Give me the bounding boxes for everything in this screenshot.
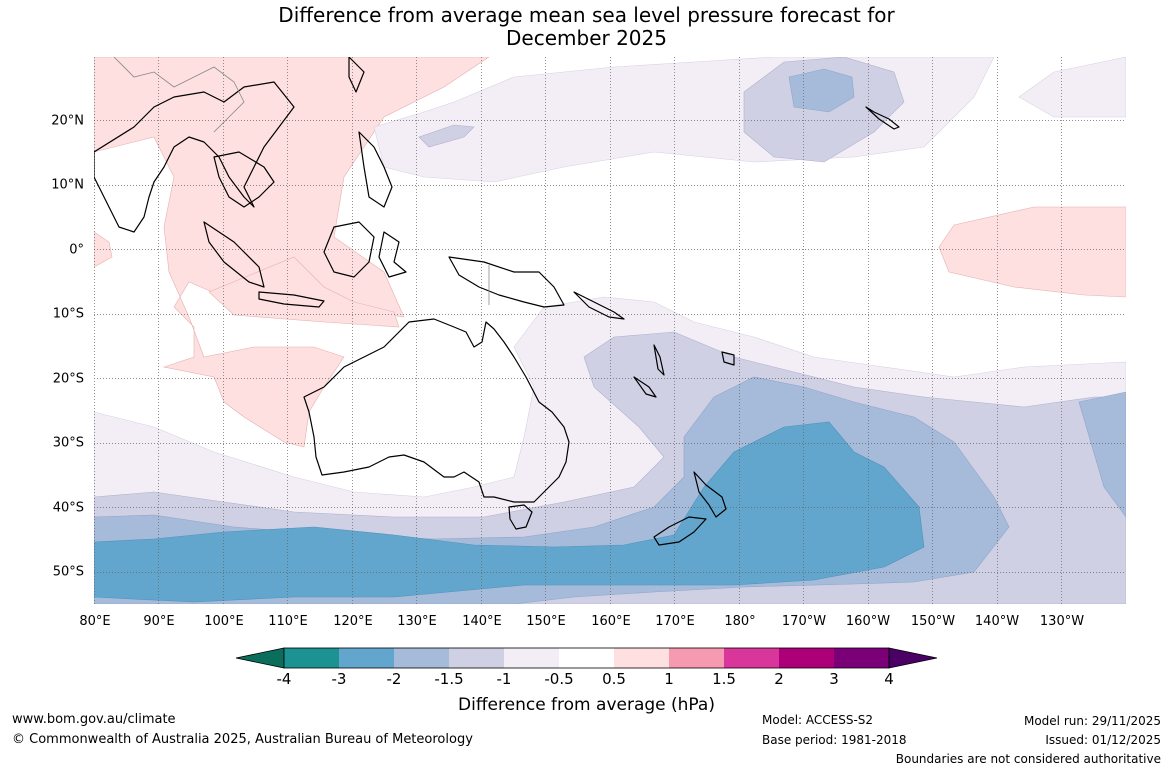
new-caledonia-coast (633, 376, 657, 398)
lon-label: 160°E (591, 614, 631, 629)
disclaimer-text: Boundaries are not considered authoritat… (895, 752, 1161, 766)
colorbar-tick: 0.5 (602, 670, 626, 688)
indochina-coast (213, 151, 275, 208)
far-north-east-weak-negative (1018, 57, 1126, 118)
lat-label: 10°S (52, 306, 84, 322)
title-line-2: December 2025 (506, 26, 667, 50)
negative-2-areas (94, 421, 925, 603)
lat-label: 0° (69, 242, 84, 258)
colorbar-tick: 1 (664, 670, 674, 688)
north-pacific-weak-negative (373, 57, 995, 183)
coastlines (94, 57, 900, 546)
colorbar-title: Difference from average (hPa) (458, 695, 715, 715)
political-borders (113, 57, 490, 305)
colorbar-tick: 1.5 (712, 670, 736, 688)
philippines-coast (358, 131, 393, 208)
colorbar-segment (449, 648, 504, 668)
hawaii-coast (865, 106, 900, 130)
colorbar-tick: -1 (496, 670, 512, 688)
lon-label: 80°E (79, 614, 111, 629)
lon-label: 140°W (974, 614, 1020, 629)
lat-label: 30°S (52, 435, 84, 451)
borneo-coast (323, 221, 375, 278)
colorbar-segment (504, 648, 559, 668)
colorbar-segment (614, 648, 669, 668)
lon-label: 170°E (655, 614, 695, 629)
lon-label: 150°W (910, 614, 956, 629)
lon-label: 130°W (1039, 614, 1085, 629)
graticule (94, 57, 1126, 604)
copyright-text: © Commonwealth of Australia 2025, Austra… (12, 732, 473, 747)
se-asia-positive-region (94, 57, 490, 448)
maritime-positive-region (208, 256, 400, 328)
lon-label: 100°E (204, 614, 244, 629)
colorbar-tick: -2 (386, 670, 402, 688)
lon-label: 170°W (781, 614, 827, 629)
colorbar-tick: 2 (774, 670, 784, 688)
positive-anomaly-areas (94, 57, 1126, 604)
colorbar-tick: 3 (829, 670, 839, 688)
map-svg (94, 57, 1126, 604)
lon-label: 180° (724, 614, 756, 629)
colorbar-segment (779, 648, 834, 668)
colorbar-segment (559, 648, 614, 668)
lat-label: 40°S (52, 500, 84, 516)
title-line-1: Difference from average mean sea level p… (278, 3, 895, 27)
new-zealand-south (653, 516, 707, 546)
map-title: Difference from average mean sea level p… (0, 4, 1173, 50)
vanuatu-coast (653, 344, 665, 376)
colorbar-tick: 4 (884, 670, 894, 688)
colorbar-tick: -3 (331, 670, 347, 688)
colorbar-outline (283, 647, 890, 669)
colorbar-right-extension (888, 647, 938, 669)
issued-text: Issued: 01/12/2025 (1045, 733, 1161, 747)
north-pacific-negative-1-5 (788, 68, 855, 113)
tasmania-coast (508, 504, 533, 530)
lon-label: 130°E (397, 614, 437, 629)
east-pacific-positive-region (938, 206, 1126, 298)
colorbar-left-extension (235, 647, 285, 669)
lat-label: 20°N (51, 113, 84, 129)
lon-label: 150°E (526, 614, 566, 629)
new-guinea-coast (448, 256, 565, 308)
colorbar-tick: -1.5 (434, 670, 464, 688)
pressure-anomaly-map (94, 57, 1126, 604)
lat-label: 20°S (52, 371, 84, 387)
lon-label: 110°E (268, 614, 308, 629)
base-period-text: Base period: 1981-2018 (762, 733, 907, 747)
new-zealand-north (693, 471, 727, 518)
java-coast (258, 291, 325, 308)
model-text: Model: ACCESS-S2 (762, 713, 874, 727)
colorbar-tick: -4 (276, 670, 292, 688)
lon-label: 160°W (845, 614, 891, 629)
colorbar-tick: -0.5 (544, 670, 574, 688)
australia-coast (303, 318, 570, 503)
website-text: www.bom.gov.au/climate (12, 712, 176, 727)
lon-label: 120°E (333, 614, 373, 629)
japan-ryukyu-coast (348, 57, 365, 93)
colorbar-segment (724, 648, 779, 668)
southern-negative-2 (94, 421, 925, 603)
sulawesi-coast (378, 231, 407, 278)
colorbar-segment (284, 648, 339, 668)
sumatra-coast (203, 221, 265, 288)
solomons-coast (573, 291, 625, 320)
lon-label: 140°E (462, 614, 502, 629)
fiji-coast (721, 351, 735, 366)
asia-coast (94, 81, 295, 233)
colorbar-segment (834, 648, 889, 668)
far-east-negative-1-5 (1078, 391, 1126, 518)
colorbar-segment (669, 648, 724, 668)
north-pacific-small-negative-1 (418, 124, 475, 148)
model-run-text: Model run: 29/11/2025 (1023, 714, 1161, 728)
lon-label: 90°E (143, 614, 175, 629)
colorbar-segment (394, 648, 449, 668)
colorbar-segment (339, 648, 394, 668)
lat-label: 10°N (51, 177, 84, 193)
lat-label: 50°S (52, 564, 84, 580)
